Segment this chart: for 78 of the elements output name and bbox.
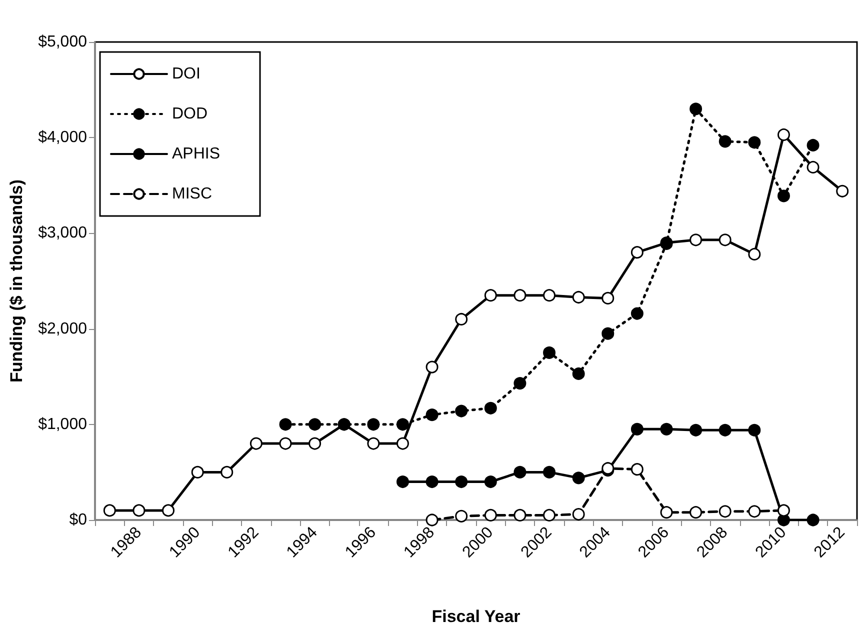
legend-label: DOI xyxy=(172,66,200,82)
point xyxy=(660,422,673,436)
point xyxy=(279,418,292,431)
legend-label: APHIS xyxy=(172,146,220,162)
point xyxy=(572,472,585,484)
point xyxy=(543,466,556,478)
point xyxy=(748,248,761,260)
point xyxy=(514,377,526,390)
point xyxy=(426,408,438,422)
point xyxy=(718,505,732,518)
point xyxy=(484,508,497,522)
point xyxy=(132,504,146,517)
point xyxy=(484,402,497,414)
point xyxy=(690,506,702,519)
point xyxy=(308,437,322,450)
point xyxy=(396,437,409,450)
point xyxy=(103,504,116,517)
point xyxy=(777,504,790,517)
point xyxy=(426,476,438,488)
point xyxy=(630,422,644,436)
point xyxy=(543,289,556,302)
point xyxy=(543,508,556,522)
point xyxy=(572,291,585,304)
point xyxy=(806,514,820,526)
point xyxy=(367,418,380,431)
y-tick-label: $1,000 xyxy=(38,416,88,433)
point xyxy=(455,476,468,488)
point xyxy=(572,367,585,380)
point xyxy=(455,312,468,326)
point xyxy=(630,463,644,476)
point xyxy=(484,289,497,302)
point xyxy=(543,346,556,359)
x-axis-title: Fiscal Year xyxy=(432,607,521,626)
point xyxy=(514,508,526,522)
point xyxy=(367,437,380,450)
y-axis-title: Funding ($ in thousands) xyxy=(7,179,26,383)
point xyxy=(836,184,849,198)
point xyxy=(806,160,820,174)
point xyxy=(455,404,468,418)
point xyxy=(220,466,234,478)
point xyxy=(748,424,761,436)
point xyxy=(777,190,790,202)
point xyxy=(396,418,409,431)
legend-label: MISC xyxy=(172,186,212,202)
point xyxy=(279,437,292,450)
point xyxy=(806,139,820,152)
point xyxy=(630,307,644,320)
point xyxy=(718,424,732,436)
y-tick-label: $0 xyxy=(69,512,88,528)
legend-label: DOD xyxy=(172,106,208,122)
y-tick-label: $3,000 xyxy=(38,224,88,242)
y-tick-label: $4,000 xyxy=(38,129,88,146)
point xyxy=(484,476,497,488)
point xyxy=(602,292,614,304)
point xyxy=(602,327,614,340)
point xyxy=(162,504,175,517)
point xyxy=(191,466,204,478)
point xyxy=(396,476,409,488)
point xyxy=(748,505,761,518)
point xyxy=(572,508,585,521)
point xyxy=(690,102,702,116)
point xyxy=(777,128,790,141)
point xyxy=(514,289,526,302)
y-tick-label: $2,000 xyxy=(38,320,88,338)
point xyxy=(690,424,702,436)
point xyxy=(308,418,322,431)
point xyxy=(718,234,732,246)
point xyxy=(690,234,702,246)
point xyxy=(426,514,438,526)
point xyxy=(426,360,438,374)
point xyxy=(514,466,526,478)
point xyxy=(660,506,673,519)
point xyxy=(250,437,262,450)
point xyxy=(630,246,644,259)
point xyxy=(748,136,761,149)
point xyxy=(718,135,732,148)
point xyxy=(455,510,468,522)
y-tick-label: $5,000 xyxy=(38,34,88,50)
